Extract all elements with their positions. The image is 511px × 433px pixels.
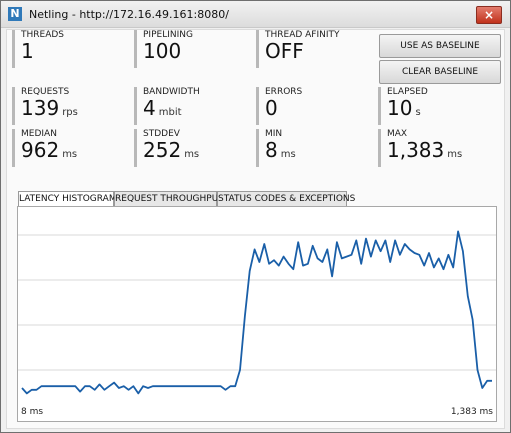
- stat-median-value: 962: [21, 138, 60, 162]
- stat-max-value: 1,383: [387, 138, 445, 162]
- stat-errors-label: Errors: [265, 87, 303, 97]
- stat-median-unit: ms: [62, 149, 78, 160]
- stat-stddev-unit: ms: [184, 149, 200, 160]
- stat-min-value: 8: [265, 138, 278, 162]
- stat-elapsed-label: Elapsed: [387, 87, 428, 97]
- stat-bandwidth: Bandwidth 4 mbit: [134, 87, 246, 125]
- stat-median-label: Median: [21, 129, 57, 139]
- use-as-baseline-button[interactable]: Use as baseline: [379, 34, 501, 58]
- stat-elapsed: Elapsed 10 s: [378, 87, 490, 125]
- x-axis-max-label: 1,383 ms: [450, 407, 493, 417]
- stat-requests-value: 139: [21, 96, 60, 120]
- stat-max-unit: ms: [447, 149, 463, 160]
- stat-elapsed-row: 10 s: [387, 97, 490, 124]
- clear-baseline-button[interactable]: Clear baseline: [379, 60, 501, 84]
- stat-pipelining-label: Pipelining: [143, 30, 193, 40]
- stat-stddev-row: 252 ms: [143, 139, 246, 166]
- stat-thread-affinity-label: Thread Afinity: [265, 30, 340, 40]
- stat-max: Max 1,383 ms: [378, 129, 490, 167]
- stat-max-row: 1,383 ms: [387, 139, 490, 166]
- stat-min: Min 8 ms: [256, 129, 368, 167]
- latency-histogram-panel: 8 ms 1,383 ms: [17, 206, 497, 422]
- stat-min-unit: ms: [280, 149, 296, 160]
- stat-bandwidth-label: Bandwidth: [143, 87, 200, 97]
- tab-request-throughput[interactable]: Request Throughput: [114, 191, 224, 207]
- stat-elapsed-value: 10: [387, 96, 413, 120]
- tab-status-codes-exceptions[interactable]: Status Codes & Exceptions: [217, 191, 355, 207]
- x-axis-min-label: 8 ms: [21, 407, 44, 417]
- close-button[interactable]: ×: [476, 6, 502, 24]
- stat-stddev-label: Stddev: [143, 129, 180, 139]
- latency-series-line: [21, 230, 492, 395]
- main-content: Threads 1 Pipelining 100 Thread Afinity …: [6, 29, 505, 429]
- app-icon: N: [8, 7, 22, 21]
- stat-requests-unit: rps: [62, 107, 78, 118]
- window-title: Netling - http://172.16.49.161:8080/: [29, 8, 229, 21]
- stat-stddev: Stddev 252 ms: [134, 129, 246, 167]
- stat-min-row: 8 ms: [265, 139, 368, 166]
- stat-min-label: Min: [265, 129, 283, 139]
- stat-errors: Errors 0: [256, 87, 368, 125]
- latency-histogram-chart: [18, 230, 496, 395]
- tab-latency-histogram[interactable]: Latency Histogram: [18, 191, 117, 208]
- stat-stddev-value: 252: [143, 138, 182, 162]
- stat-threads-label: Threads: [21, 30, 65, 40]
- stat-bandwidth-unit: mbit: [158, 107, 182, 118]
- stat-threads: Threads 1: [12, 30, 124, 68]
- stat-requests-label: Requests: [21, 87, 70, 97]
- stat-elapsed-unit: s: [415, 107, 421, 118]
- stat-pipelining-value: 100: [143, 39, 182, 63]
- stat-thread-affinity: Thread Afinity OFF: [256, 30, 368, 68]
- title-bar: N Netling - http://172.16.49.161:8080/ ×: [1, 1, 510, 28]
- stat-pipelining: Pipelining 100: [134, 30, 246, 68]
- stat-bandwidth-value: 4: [143, 96, 156, 120]
- stat-threads-value: 1: [21, 39, 34, 63]
- stat-requests-row: 139 rps: [21, 97, 124, 124]
- stat-errors-value: 0: [265, 96, 278, 120]
- stat-median: Median 962 ms: [12, 129, 124, 167]
- stat-max-label: Max: [387, 129, 408, 139]
- stat-requests: Requests 139 rps: [12, 87, 124, 125]
- stat-thread-affinity-value: OFF: [265, 39, 304, 63]
- stat-median-row: 962 ms: [21, 139, 124, 166]
- stat-bandwidth-row: 4 mbit: [143, 97, 246, 124]
